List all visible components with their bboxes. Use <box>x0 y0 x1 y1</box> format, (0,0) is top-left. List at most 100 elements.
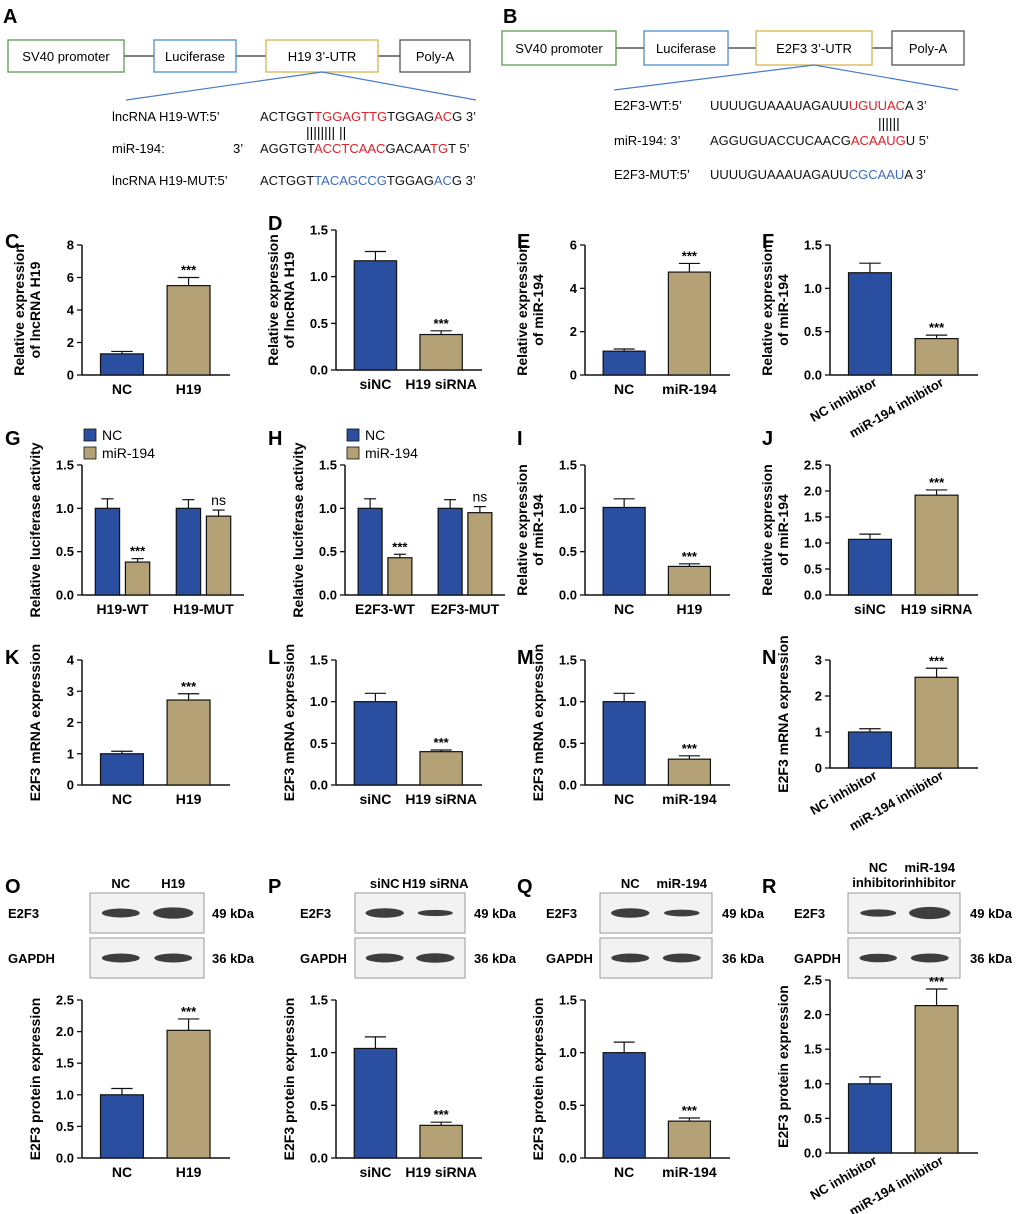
x-tick-label: H19-WT <box>96 601 149 617</box>
chart-i: 0.0 0.5 1.0 1.5 Relative expression of miR-19… <box>514 458 730 617</box>
x-tick-label: H19 siRNA <box>901 601 973 617</box>
blot-kda-label: 49 kDa <box>212 906 255 921</box>
y-axis-label: of lncRNA H19 <box>281 251 297 348</box>
blot-lane-label: siNC <box>370 876 400 891</box>
chart-c: 0 2 4 6 8 Relative expression of lncRNA H19 NC *… <box>11 238 230 397</box>
sequence-segment: G 3’ <box>452 109 476 124</box>
blot-band <box>153 907 194 919</box>
y-tick-label: 1.5 <box>559 993 577 1008</box>
x-tick-label: NC <box>614 1164 634 1180</box>
utr-label-b: E2F3 3’-UTR <box>776 41 852 56</box>
y-tick-label: 1.0 <box>310 694 328 709</box>
panel-letter-i: I <box>517 428 523 450</box>
construct-a: SV40 promoter Luciferase H19 3’-UTR Poly… <box>7 39 477 188</box>
bar <box>99 353 145 376</box>
x-tick-label: miR-194 <box>662 1164 717 1180</box>
y-tick-label: 6 <box>570 238 577 253</box>
y-axis-label: E2F3 protein expression <box>775 985 791 1148</box>
y-axis-label: E2F3 mRNA expression <box>530 644 546 801</box>
panel-letter-c: C <box>5 231 19 253</box>
blot-p: siNC H19 siRNA E2F3 49 kDa GAPDH 36 kDa <box>300 876 517 979</box>
chart-j: 0.0 0.5 1.0 1.5 2.0 2.5 Relative expression of … <box>759 458 978 617</box>
panel-letter-m: M <box>517 647 534 669</box>
y-tick-label: 0.5 <box>559 1098 577 1113</box>
y-tick-label: 1.5 <box>319 458 337 473</box>
significance-label: *** <box>434 1107 450 1122</box>
y-axis-label: Relative expression <box>759 464 775 596</box>
bar <box>847 731 893 769</box>
sequence-segment: UUUUGUAAAUAGAUU <box>710 167 849 182</box>
blot-kda-label: 36 kDa <box>970 951 1013 966</box>
sequence-segment: AC <box>434 173 452 188</box>
y-tick-label: 1.5 <box>559 653 577 668</box>
y-tick-label: 4 <box>67 303 75 318</box>
mir194-label-a: miR-194: <box>112 141 165 156</box>
blot-lane-label: inhibitor <box>904 875 956 890</box>
sv40-label-b: SV40 promoter <box>515 41 603 56</box>
sequence-segment: A 3’ <box>905 98 927 113</box>
bar <box>357 507 383 596</box>
legend-swatch <box>346 428 360 442</box>
blot-kda-label: 36 kDa <box>474 951 517 966</box>
significance-label: *** <box>929 320 945 335</box>
x-tick-label: H19 <box>176 381 202 397</box>
y-tick-label: 3 <box>67 684 74 699</box>
blot-band <box>417 909 453 917</box>
y-tick-label: 0.5 <box>310 1098 328 1113</box>
legend-label: NC <box>102 427 122 443</box>
blot-band <box>365 953 404 963</box>
blot-band <box>101 908 140 918</box>
zoom-line-right-b <box>813 64 959 91</box>
construct-b: SV40 promoter Luciferase E2F3 3’-UTR Pol… <box>501 30 965 182</box>
y-axis-label: of miR-194 <box>530 274 546 346</box>
y-axis-label: Relative expression <box>514 244 530 376</box>
y-axis-label: of miR-194 <box>530 494 546 566</box>
bar <box>353 1047 398 1159</box>
y-tick-label: 1.5 <box>804 238 822 253</box>
blot-band <box>101 953 140 963</box>
blot-lane-label: H19 <box>161 876 185 891</box>
y-tick-label: 1.0 <box>319 501 337 516</box>
y-tick-label: 1.5 <box>559 458 577 473</box>
panel-letter-o: O <box>5 876 21 898</box>
y-axis-label: Relative expression <box>759 244 775 376</box>
sequence-segment: ACTGGT <box>260 173 314 188</box>
y-tick-label: 0.0 <box>804 368 822 383</box>
bar <box>205 515 232 596</box>
significance-label: *** <box>929 475 945 490</box>
x-tick-label: H19 siRNA <box>405 376 477 392</box>
y-tick-label: 2.0 <box>804 484 822 499</box>
blot-band <box>909 906 951 920</box>
y-axis-label: Relative luciferase activity <box>290 442 306 617</box>
y-tick-label: 0 <box>67 778 74 793</box>
blot-kda-label: 49 kDa <box>970 906 1013 921</box>
x-tick-label: siNC <box>359 1164 391 1180</box>
y-tick-label: 1.0 <box>804 536 822 551</box>
bar <box>166 699 211 786</box>
sequence-segment: TGGAG <box>387 109 434 124</box>
x-tick-label: miR-194 <box>662 381 717 397</box>
bar <box>847 538 893 596</box>
e2f3-mut-label: E2F3-MUT:5’ <box>614 167 690 182</box>
y-tick-label: 2 <box>570 324 577 339</box>
bar <box>467 512 493 596</box>
y-tick-label: 4 <box>67 653 75 668</box>
luciferase-box-b <box>643 30 729 66</box>
y-tick-label: 0.5 <box>804 1111 822 1126</box>
y-tick-label: 1 <box>67 746 74 761</box>
x-tick-label: siNC <box>359 376 391 392</box>
y-tick-label: 6 <box>67 270 74 285</box>
h19-mut-sequence: ACTGGTTACAGCCGTGGAGACG 3’ <box>260 173 476 188</box>
zoom-line-right <box>321 71 477 101</box>
y-tick-label: 0.5 <box>804 324 822 339</box>
sequence-segment: AGGTGT <box>260 141 315 156</box>
blot-band <box>663 909 700 917</box>
x-tick-label: NC <box>614 601 634 617</box>
y-axis-label: E2F3 mRNA expression <box>27 644 43 801</box>
sv40-label: SV40 promoter <box>22 49 110 64</box>
chart-d: 0.0 0.5 1.0 1.5 Relative expression of lncRNA… <box>265 223 482 392</box>
x-tick-label: NC <box>112 1164 132 1180</box>
bar <box>602 506 646 596</box>
y-tick-label: 1.0 <box>804 281 822 296</box>
